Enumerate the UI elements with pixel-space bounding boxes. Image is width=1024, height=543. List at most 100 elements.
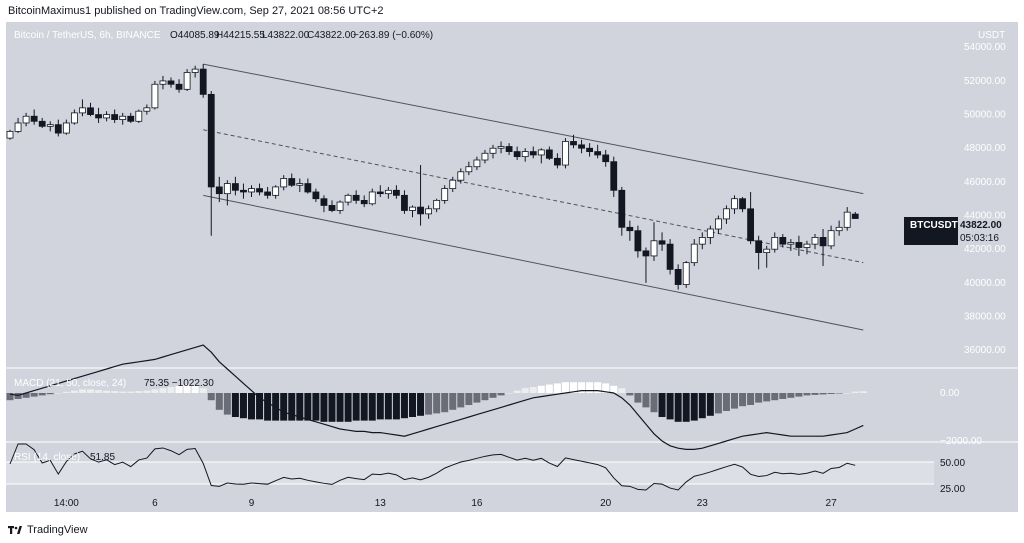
candle-body	[739, 198, 746, 210]
macd-histogram-bar	[376, 393, 384, 420]
macd-histogram-bar	[634, 393, 642, 403]
price-badge-ticker: BTCUSDT	[910, 220, 958, 231]
macd-histogram-bar	[698, 393, 706, 419]
macd-histogram-bar	[433, 393, 441, 414]
macd-histogram-bar	[191, 385, 199, 393]
macd-histogram-bar	[545, 384, 553, 393]
candle-body	[191, 68, 199, 73]
candle-body	[787, 242, 795, 245]
candle-body	[207, 93, 215, 188]
trading-chart[interactable]: 36000.00 38000.00 40000.00 42000.00 44000.00…	[6, 22, 1018, 512]
candle-body	[851, 213, 859, 219]
macd-histogram-bar	[78, 389, 86, 393]
candle-body	[135, 110, 143, 122]
macd-histogram-bar	[215, 393, 223, 410]
macd-histogram-bar	[127, 391, 135, 393]
macd-histogram-bar	[690, 393, 698, 421]
candle-body	[747, 208, 754, 242]
rsi-value: 51.85	[90, 452, 115, 463]
ohlc-high: H44215.55	[216, 30, 265, 41]
macd-histogram-bar	[159, 388, 167, 393]
candle-body	[328, 205, 336, 211]
footer: TradingView	[8, 522, 88, 538]
macd-histogram-bar	[481, 393, 489, 401]
macd-histogram-bar	[755, 393, 763, 403]
macd-histogram-bar	[46, 393, 54, 395]
price-axis-tick: 48000.00	[964, 143, 1006, 154]
macd-histogram-bar	[231, 393, 239, 417]
macd-tick-0: 0.00	[940, 388, 960, 399]
candle-body	[441, 188, 449, 201]
candle-body	[433, 199, 441, 210]
time-axis-label: 13	[375, 498, 387, 509]
candle-body	[256, 188, 263, 193]
candle-body	[731, 198, 738, 210]
candle-body	[417, 206, 424, 215]
candle-body	[835, 226, 843, 232]
macd-histogram-bar	[578, 382, 586, 393]
macd-histogram-bar	[449, 393, 457, 410]
macd-histogram-bar	[610, 385, 618, 393]
candle-body	[425, 208, 433, 215]
tradingview-logo-icon	[8, 526, 22, 534]
candle-body	[537, 149, 545, 156]
channel-lower-line	[203, 194, 864, 331]
price-axis-tick: 50000.00	[964, 110, 1006, 121]
candle-body	[30, 115, 38, 122]
macd-histogram-bar	[368, 393, 376, 421]
time-axis-label: 6	[152, 498, 158, 509]
candle-body	[594, 151, 602, 156]
time-axis-label: 23	[697, 498, 709, 509]
rsi-line	[9, 443, 856, 491]
candle-body	[715, 218, 722, 230]
macd-histogram-bar	[111, 391, 119, 393]
macd-histogram-bar	[425, 393, 433, 415]
macd-histogram-bar	[763, 393, 771, 402]
candle-body	[489, 147, 497, 154]
macd-histogram-bar	[795, 393, 803, 397]
macd-histogram-bar	[103, 390, 111, 393]
macd-histogram-bar	[819, 393, 827, 395]
macd-histogram-bar	[264, 393, 272, 421]
macd-histogram-bar	[417, 393, 425, 416]
macd-histogram-bar	[618, 388, 626, 393]
candle-body	[6, 130, 14, 139]
price-badge-bg	[904, 217, 958, 245]
price-axis-tick: 44000.00	[964, 211, 1006, 222]
time-axis-label: 16	[471, 498, 483, 509]
macd-histogram-bar	[288, 393, 296, 421]
macd-histogram-bar	[843, 393, 851, 394]
macd-histogram-bar	[658, 393, 666, 417]
macd-signal-line	[9, 344, 864, 450]
candle-body	[38, 120, 46, 127]
macd-histogram-bar	[827, 393, 835, 394]
macd-histogram-bar	[248, 393, 255, 420]
macd-histogram-bar	[594, 382, 602, 393]
macd-histogram-bar	[62, 391, 70, 393]
candle-body	[465, 166, 473, 173]
time-axis-label: 27	[826, 498, 838, 509]
macd-histogram-bar	[87, 389, 94, 393]
macd-histogram-bar	[553, 383, 561, 393]
candle-body	[843, 211, 851, 228]
candle-body	[231, 183, 239, 191]
macd-histogram-bar	[682, 393, 690, 422]
macd-histogram-bar	[747, 393, 755, 405]
candle-body	[682, 262, 690, 285]
chart-area[interactable]: 36000.00 38000.00 40000.00 42000.00 44000.00…	[6, 22, 1018, 512]
macd-histogram-bar	[175, 385, 183, 393]
candle-body	[312, 191, 320, 200]
candle-body	[159, 80, 167, 85]
candle-body	[658, 240, 666, 245]
macd-histogram-bar	[400, 393, 408, 419]
candle-body	[763, 248, 771, 253]
footer-brand: TradingView	[27, 524, 88, 536]
candle-body	[392, 189, 400, 196]
price-axis-tick: 46000.00	[964, 177, 1006, 188]
candle-body	[14, 122, 22, 132]
candle-body	[103, 114, 110, 119]
candle-body	[240, 189, 247, 193]
candle-body	[288, 178, 296, 186]
ohlc-open: O44085.89	[170, 30, 220, 41]
macd-histogram-bar	[529, 387, 537, 393]
